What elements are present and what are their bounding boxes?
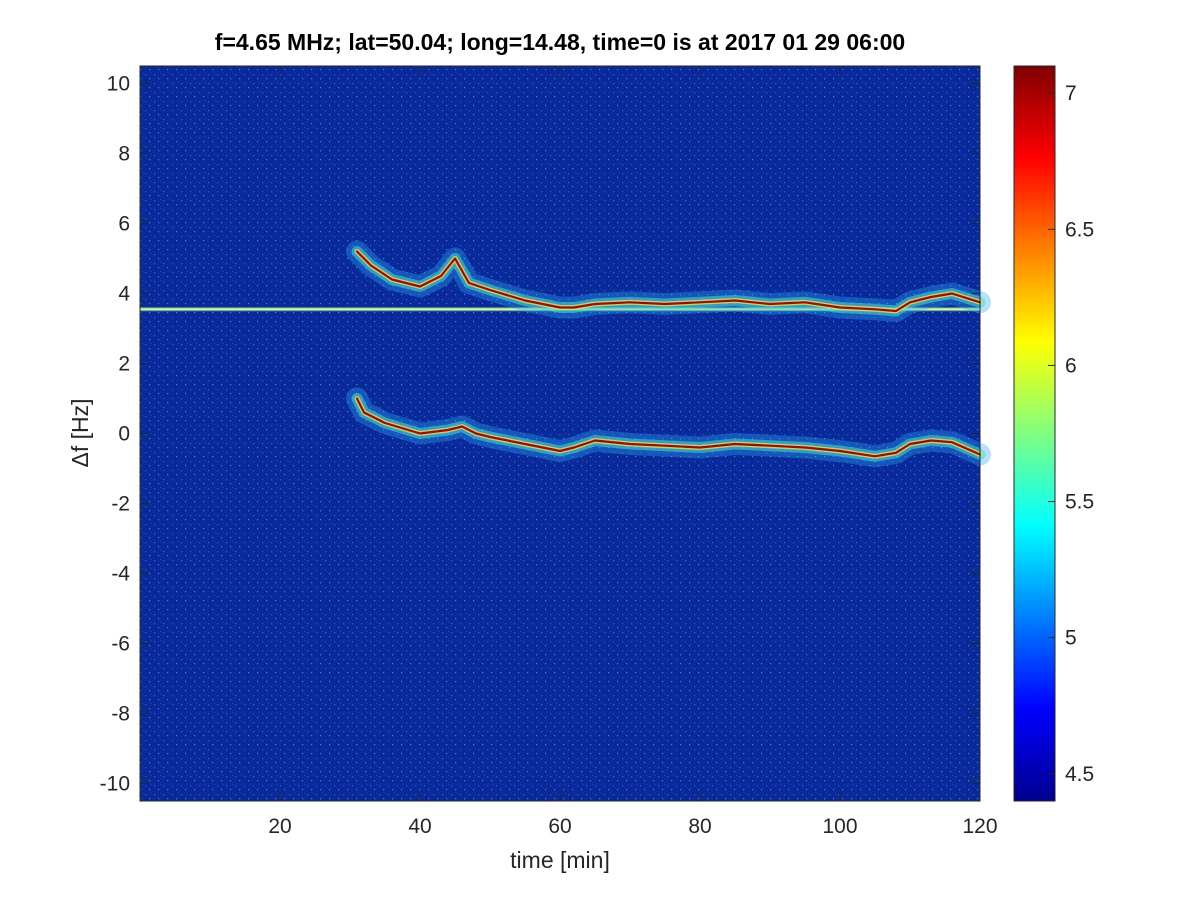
x-tick-label: 40 [408, 815, 431, 838]
colorbar-tick-label: 5 [1065, 627, 1077, 650]
y-tick-label: 6 [118, 213, 130, 236]
x-tick-label: 120 [962, 815, 997, 838]
colorbar-tick-label: 6 [1065, 354, 1077, 377]
chart-title: f=4.65 MHz; lat=50.04; long=14.48, time=… [215, 29, 905, 55]
colorbar-gradient [1013, 65, 1056, 802]
y-tick-label: 10 [107, 73, 130, 96]
colorbar-tick-label: 6.5 [1065, 218, 1094, 241]
trace-core [355, 250, 982, 313]
x-axis: 20 40 60 80 100 120 [268, 66, 998, 838]
y-tick-label: 2 [118, 353, 130, 376]
trace-core [355, 397, 982, 458]
x-tick-label: 80 [688, 815, 711, 838]
colorbar-tick-label: 7 [1065, 82, 1077, 105]
colorbar-tick-label: 5.5 [1065, 491, 1094, 514]
heatmap-features [140, 240, 991, 468]
x-axis-label: time [min] [510, 847, 610, 873]
x-tick-label: 60 [548, 815, 571, 838]
y-tick-label: -4 [111, 563, 130, 586]
x-tick-label: 20 [268, 815, 291, 838]
x-tick-label: 100 [822, 815, 857, 838]
y-tick-label: 0 [118, 423, 130, 446]
heatmap-background [140, 66, 980, 801]
plot-area [139, 65, 991, 802]
y-tick-label: -8 [111, 703, 130, 726]
colorbar-tick-label: 4.5 [1065, 763, 1094, 786]
y-axis: 10 8 6 4 2 0 -2 -4 -6 -8 -10 [100, 73, 980, 796]
colorbar: 7 6.5 6 5.5 5 4.5 [1013, 65, 1094, 802]
y-tick-label: -10 [100, 773, 130, 796]
colorbar-ticks: 7 6.5 6 5.5 5 4.5 [1048, 82, 1094, 786]
y-tick-label: -6 [111, 633, 130, 656]
y-tick-label: 4 [118, 283, 130, 306]
y-tick-label: 8 [118, 143, 130, 166]
y-tick-label: -2 [111, 493, 130, 516]
y-axis-label: Δf [Hz] [67, 398, 93, 467]
